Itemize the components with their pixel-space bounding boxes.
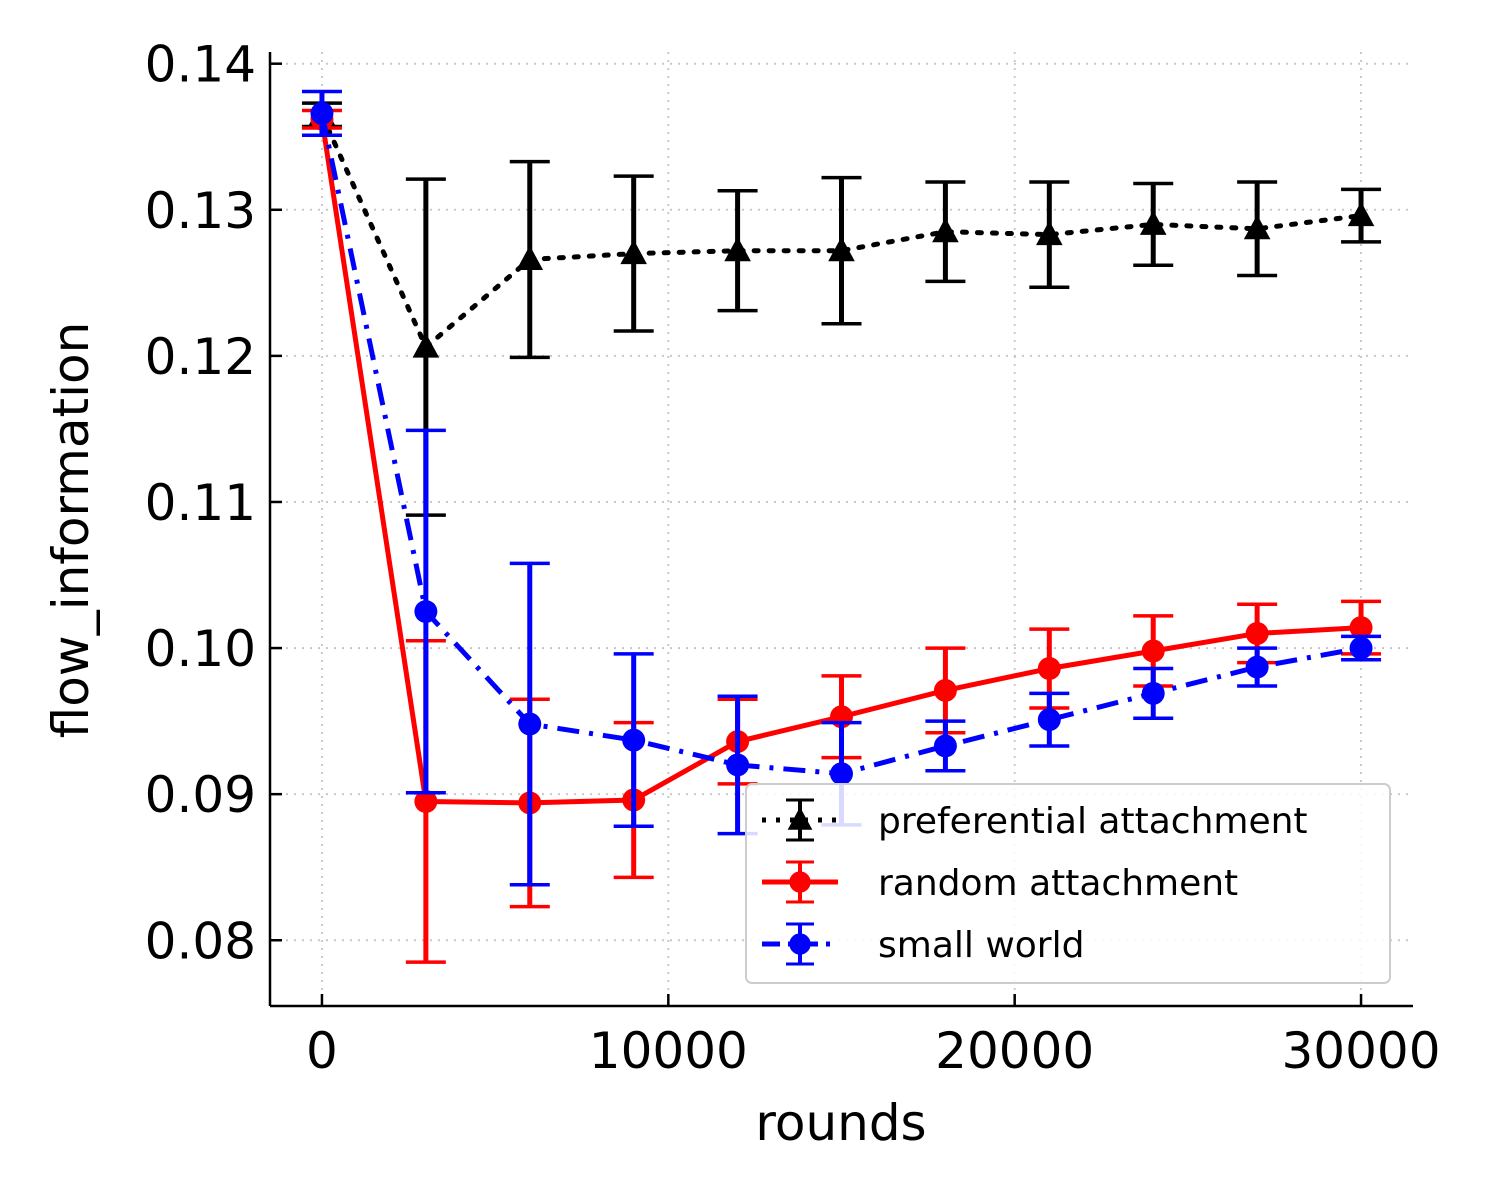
series-preferential-attachment xyxy=(301,100,1382,517)
data-point xyxy=(1349,636,1373,660)
data-point xyxy=(1243,214,1271,240)
data-point xyxy=(933,678,957,702)
data-point xyxy=(414,789,438,813)
data-point xyxy=(828,236,855,262)
legend-frame xyxy=(745,783,1391,984)
data-point xyxy=(933,734,957,758)
y-tick-label: 0.12 xyxy=(145,328,256,386)
y-tick-label: 0.10 xyxy=(145,620,256,678)
data-point xyxy=(1349,616,1373,640)
x-tick-label: 20000 xyxy=(935,1022,1094,1080)
y-tick-label: 0.08 xyxy=(145,912,256,970)
data-point xyxy=(1347,201,1375,227)
legend-label: small world xyxy=(878,925,1084,966)
data-point xyxy=(620,239,647,265)
legend-item: small world xyxy=(762,922,1084,966)
data-point xyxy=(789,871,811,893)
y-axis-title: flow_information xyxy=(42,322,100,739)
data-point xyxy=(1037,708,1061,732)
legend-item: preferential attachment xyxy=(762,798,1308,842)
data-point xyxy=(1037,657,1061,681)
legend-label: preferential attachment xyxy=(878,801,1308,842)
data-point xyxy=(1036,220,1063,246)
y-tick-label: 0.13 xyxy=(145,182,256,240)
series-line xyxy=(319,112,1364,350)
y-tick-label: 0.11 xyxy=(145,474,256,532)
series xyxy=(301,89,1382,964)
data-point xyxy=(726,753,750,777)
data-point xyxy=(310,101,334,125)
data-point xyxy=(412,333,440,358)
x-tick-label: 0 xyxy=(306,1022,338,1080)
legend-label: random attachment xyxy=(878,863,1238,904)
y-tick-label: 0.14 xyxy=(145,36,256,94)
data-point xyxy=(789,933,811,955)
data-point xyxy=(1141,639,1165,663)
ticks: 0 10000 20000 30000 0.08 0.09 0.10 0.11 0.12 0.13… xyxy=(145,36,1441,1080)
x-axis-title: rounds xyxy=(755,1094,926,1152)
data-point xyxy=(1245,621,1269,645)
data-point xyxy=(724,236,751,262)
x-tick-label: 30000 xyxy=(1282,1022,1441,1080)
data-point xyxy=(518,712,542,736)
y-tick-label: 0.09 xyxy=(145,766,256,824)
data-point xyxy=(516,245,544,270)
series-small-world xyxy=(301,89,1382,887)
data-point xyxy=(414,600,438,624)
data-point xyxy=(830,762,853,786)
data-point xyxy=(622,728,646,752)
data-point xyxy=(787,807,813,830)
data-point xyxy=(1141,681,1165,705)
data-point xyxy=(1245,655,1269,679)
data-point xyxy=(1139,210,1167,235)
data-point xyxy=(932,217,959,243)
x-tick-label: 10000 xyxy=(589,1022,748,1080)
legend-item: random attachment xyxy=(762,860,1238,904)
legend: preferential attachment random attachment… xyxy=(745,783,1391,984)
